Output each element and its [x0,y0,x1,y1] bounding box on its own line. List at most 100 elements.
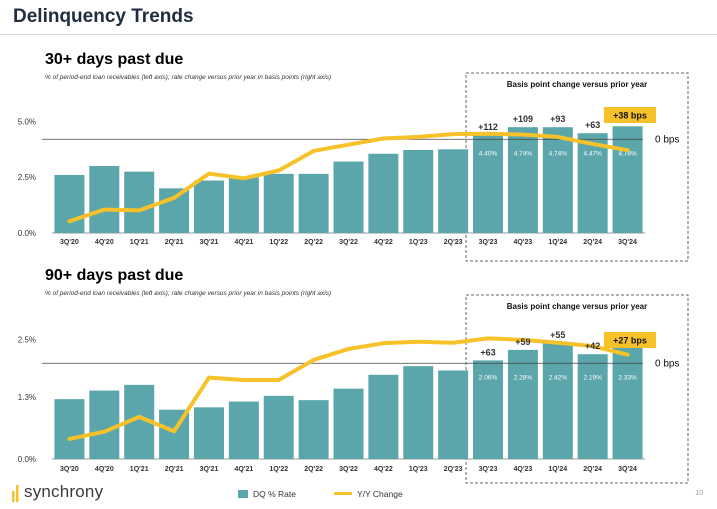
bar [403,149,434,233]
bar [263,395,294,459]
bar-value-label: 4.40% [479,150,498,157]
bps-change-label: +55 [550,330,565,340]
y-tick-label: 0.0% [18,455,36,464]
x-tick-label: 4Q'21 [234,239,253,246]
bar-value-label: 2.19% [583,374,602,381]
x-tick-label: 4Q'20 [95,239,114,246]
x-tick-label: 3Q'22 [339,239,358,246]
bps-change-label: +42 [585,341,600,351]
bar [54,174,85,233]
bar-value-label: 4.74% [549,150,568,157]
callout-badge [604,332,656,348]
bar [403,366,434,459]
bar [89,166,120,233]
x-tick-label: 4Q'20 [95,466,114,473]
bar [473,360,504,459]
bar [159,188,190,233]
chart1-subtitle: % of period-end loan receivables (left a… [45,74,332,81]
y-tick-label: 2.5% [18,335,36,344]
legend-line-swatch [334,492,352,495]
y-tick-label: 1.3% [18,393,36,402]
bar [612,126,643,233]
bar [333,161,364,233]
x-tick-label: 2Q'24 [583,239,602,246]
x-tick-label: 1Q'24 [548,466,567,473]
x-tick-label: 1Q'22 [269,466,288,473]
bar [228,177,259,233]
legend-bar-item: DQ % Rate [238,489,296,499]
x-tick-label: 4Q'21 [234,466,253,473]
bar [333,388,364,459]
right-axis-label: 0 bps [655,358,679,369]
bar-value-label: 2.28% [514,374,533,381]
callout-label: +27 bps [613,336,647,346]
highlight-box-title: Basis point change versus prior year [507,80,648,89]
legend-bar-label: DQ % Rate [253,489,296,499]
x-tick-label: 3Q'21 [200,239,219,246]
x-tick-label: 2Q'22 [304,466,323,473]
x-tick-label: 3Q'21 [200,466,219,473]
chart1-title: 30+ days past due [45,51,184,68]
x-tick-label: 2Q'22 [304,239,323,246]
x-tick-label: 1Q'24 [548,239,567,246]
yoy-change-line [67,131,630,224]
bar [542,343,573,459]
bar-value-label: 2.33% [618,374,637,381]
bar [54,399,85,459]
bar [577,354,608,459]
x-tick-label: 1Q'23 [409,466,428,473]
x-tick-label: 3Q'23 [479,239,498,246]
title-divider [0,34,717,35]
bar-value-label: 4.74% [514,150,533,157]
right-axis-label: 0 bps [655,134,679,145]
bps-change-label: +59 [515,337,530,347]
highlight-box-title: Basis point change versus prior year [507,302,648,311]
chart2-title: 90+ days past due [45,267,184,284]
x-tick-label: 1Q'21 [130,239,149,246]
bar [298,400,329,459]
synchrony-logo-icon [12,485,19,502]
brand-logo-text: synchrony [24,482,104,501]
bar-value-label: 2.42% [549,374,568,381]
y-tick-label: 5.0% [18,117,36,126]
bar [263,173,294,233]
bar [473,134,504,233]
callout-label: +38 bps [613,111,647,121]
yoy-change-line [67,336,630,441]
bar [193,180,224,233]
x-tick-label: 1Q'22 [269,239,288,246]
page-number: 10 [695,490,703,497]
bps-change-label: +112 [478,122,498,132]
x-tick-label: 4Q'22 [374,239,393,246]
bar-value-label: 4.47% [583,150,602,157]
x-tick-label: 3Q'24 [618,466,637,473]
bps-change-label: +63 [585,120,600,130]
bar [507,349,538,459]
bar [228,401,259,459]
x-tick-label: 3Q'20 [60,466,79,473]
x-tick-label: 2Q'21 [165,466,184,473]
x-tick-label: 4Q'23 [514,239,533,246]
x-tick-label: 3Q'24 [618,239,637,246]
chart2-subtitle: % of period-end loan receivables (left a… [45,290,332,297]
x-tick-label: 2Q'24 [583,466,602,473]
bar [124,171,155,233]
bar [438,149,469,233]
legend-line-label: Y/Y Change [357,489,403,499]
bar [577,133,608,233]
bar [507,127,538,233]
y-tick-label: 2.5% [18,173,36,182]
x-tick-label: 3Q'22 [339,466,358,473]
bar [612,347,643,459]
legend-line-item: Y/Y Change [334,489,403,499]
bps-change-label: +93 [550,114,565,124]
bps-change-label: +63 [480,347,495,357]
bar [542,127,573,233]
x-tick-label: 2Q'21 [165,239,184,246]
x-tick-label: 1Q'23 [409,239,428,246]
page-title: Delinquency Trends [13,6,194,27]
x-tick-label: 1Q'21 [130,466,149,473]
x-tick-label: 4Q'23 [514,466,533,473]
bar [193,407,224,459]
y-tick-label: 0.0% [18,229,36,238]
